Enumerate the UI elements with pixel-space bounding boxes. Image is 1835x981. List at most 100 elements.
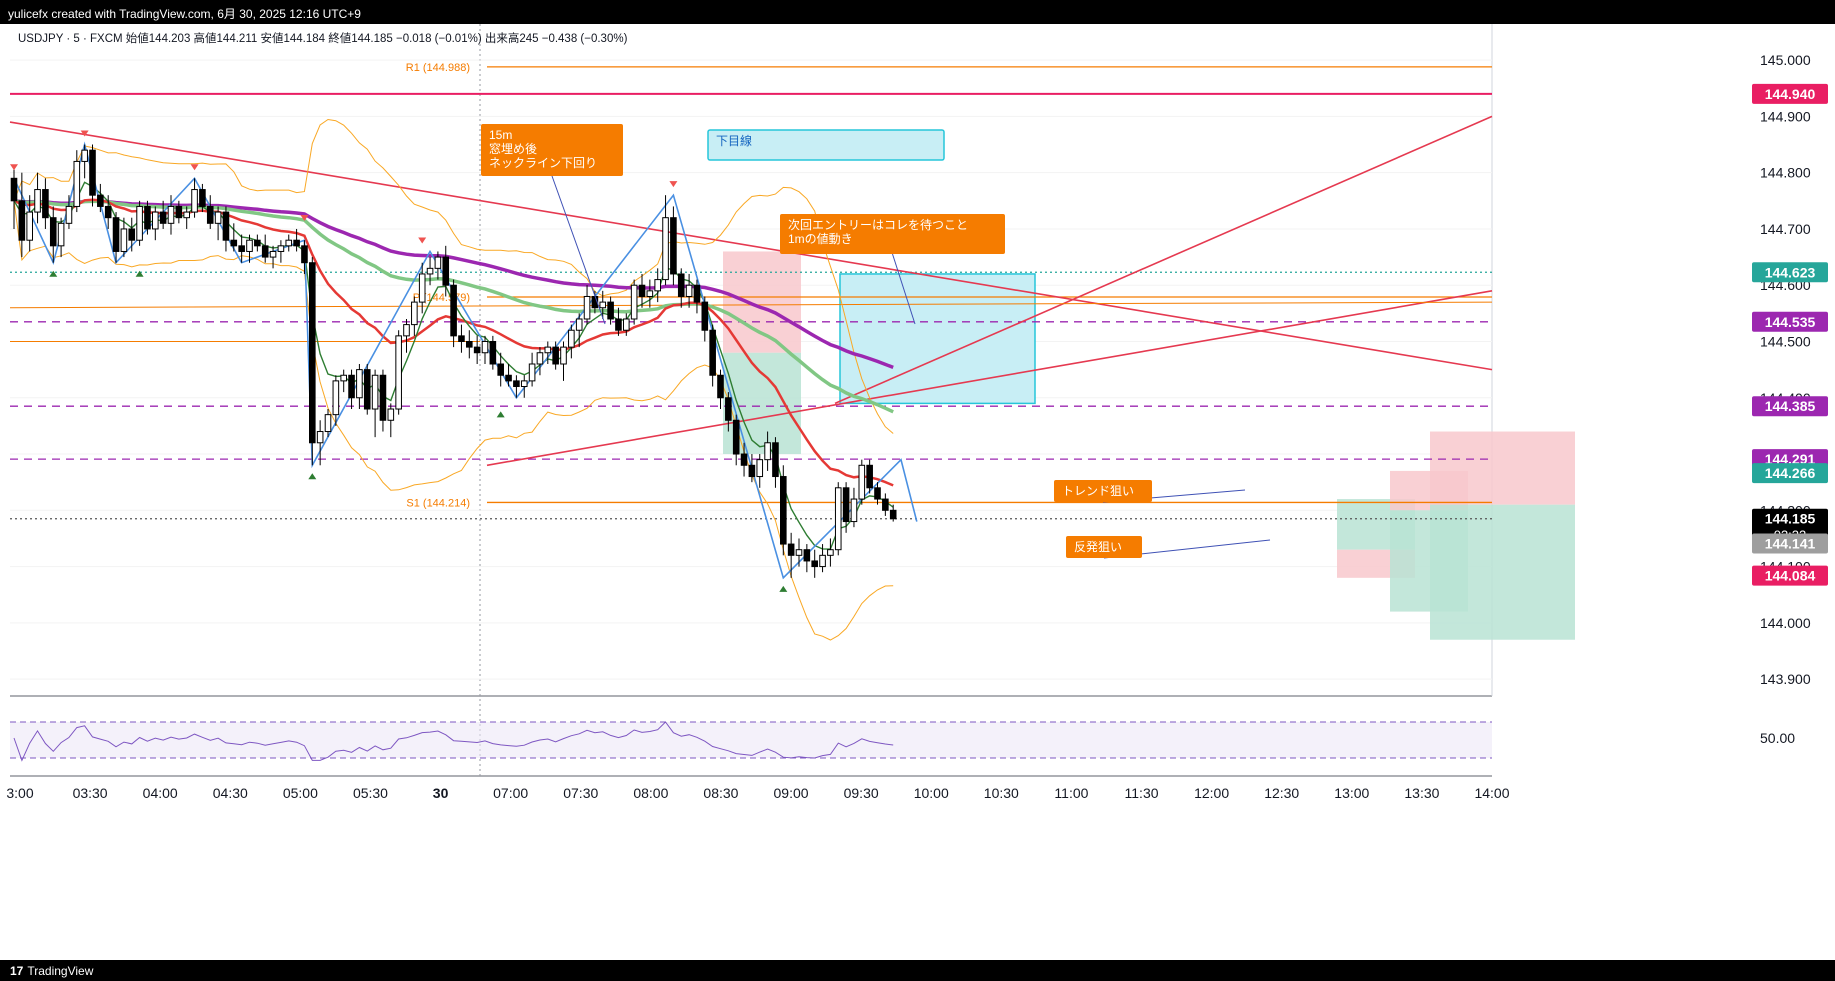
candle-body[interactable]	[795, 549, 803, 556]
candle-body[interactable]	[748, 464, 756, 478]
candle-body[interactable]	[701, 301, 709, 331]
candle-body[interactable]	[458, 335, 465, 342]
candle-body[interactable]	[560, 346, 567, 365]
candle-body[interactable]	[434, 256, 442, 269]
price-tag[interactable]	[1752, 533, 1828, 554]
annotation-box[interactable]	[780, 214, 1005, 254]
candle-body[interactable]	[254, 239, 261, 247]
price-chart[interactable]: R1 (144.988)P (144.579)S1 (144.214) 15m窓…	[0, 24, 1835, 960]
candle-body[interactable]	[348, 374, 355, 399]
candle-body[interactable]	[513, 380, 520, 388]
candle-body[interactable]	[850, 498, 858, 523]
candle-body[interactable]	[772, 442, 779, 478]
candle-body[interactable]	[732, 419, 740, 455]
candle-body[interactable]	[159, 211, 167, 224]
candle-body[interactable]	[65, 205, 73, 224]
candle-body[interactable]	[677, 273, 685, 297]
ema-long-line[interactable]	[13, 199, 894, 370]
candle-body[interactable]	[10, 177, 18, 202]
trend-line[interactable]	[9, 121, 1493, 371]
candle-body[interactable]	[34, 189, 41, 213]
candle-body[interactable]	[615, 318, 622, 331]
candle-body[interactable]	[316, 431, 324, 444]
candle-body[interactable]	[520, 380, 528, 388]
candle-body[interactable]	[685, 284, 693, 297]
price-tag[interactable]	[1752, 311, 1828, 332]
candle-body[interactable]	[505, 374, 512, 382]
price-tag[interactable]	[1752, 565, 1828, 586]
candle-body[interactable]	[528, 363, 536, 382]
candle-body[interactable]	[638, 284, 646, 297]
candle-body[interactable]	[489, 340, 497, 365]
trade-zone[interactable]	[1430, 431, 1575, 505]
candle-body[interactable]	[49, 217, 57, 247]
candle-body[interactable]	[246, 239, 253, 252]
candle-body[interactable]	[552, 346, 559, 365]
candle-body[interactable]	[112, 217, 120, 252]
candle-body[interactable]	[568, 329, 575, 348]
candle-body[interactable]	[450, 284, 457, 337]
candle-body[interactable]	[709, 329, 716, 376]
candle-body[interactable]	[473, 346, 481, 354]
candle-body[interactable]	[418, 273, 426, 303]
candle-body[interactable]	[466, 340, 473, 348]
candle-body[interactable]	[497, 363, 504, 376]
candle-body[interactable]	[787, 543, 795, 556]
annotation-box[interactable]	[1066, 536, 1142, 558]
candle-body[interactable]	[363, 369, 371, 410]
tradingview-logo[interactable]: 17 TradingView	[10, 964, 93, 978]
chart-area[interactable]: R1 (144.988) P (144.579) S1 (144.214) 15m 窓…	[0, 24, 1835, 960]
candle-body[interactable]	[623, 318, 630, 331]
trend-line[interactable]	[834, 115, 1493, 405]
candle-body[interactable]	[191, 189, 198, 213]
candle-body[interactable]	[238, 245, 245, 252]
candle-body[interactable]	[426, 267, 434, 275]
candle-body[interactable]	[827, 549, 834, 556]
trade-zone[interactable]	[723, 251, 801, 353]
candle-body[interactable]	[97, 194, 104, 207]
candle-body[interactable]	[18, 200, 26, 241]
price-tag[interactable]	[1752, 262, 1828, 283]
candle-body[interactable]	[803, 549, 811, 562]
candle-body[interactable]	[780, 476, 787, 545]
candle-body[interactable]	[214, 211, 222, 224]
candle-body[interactable]	[301, 245, 308, 264]
candle-body[interactable]	[544, 346, 552, 354]
candle-body[interactable]	[740, 453, 748, 466]
candle-body[interactable]	[167, 205, 175, 224]
candle-body[interactable]	[183, 211, 190, 219]
candle-body[interactable]	[662, 217, 669, 281]
candle-body[interactable]	[340, 374, 347, 382]
candle-body[interactable]	[646, 290, 654, 297]
candle-body[interactable]	[599, 301, 607, 309]
candle-body[interactable]	[536, 352, 544, 365]
candle-body[interactable]	[324, 414, 332, 433]
candle-body[interactable]	[89, 149, 96, 196]
candle-body[interactable]	[104, 205, 112, 219]
candle-body[interactable]	[26, 211, 33, 241]
candle-body[interactable]	[73, 160, 81, 207]
bollinger-upper[interactable]	[13, 118, 894, 434]
rsi-line[interactable]	[13, 721, 894, 762]
candle-body[interactable]	[858, 464, 866, 500]
candle-body[interactable]	[144, 205, 151, 230]
candle-body[interactable]	[379, 374, 387, 421]
price-tag[interactable]	[1752, 463, 1828, 484]
annotation-box[interactable]	[1054, 480, 1152, 502]
candle-body[interactable]	[630, 284, 638, 320]
candle-body[interactable]	[42, 189, 49, 219]
candle-body[interactable]	[670, 217, 677, 275]
candle-body[interactable]	[717, 374, 724, 399]
candle-body[interactable]	[874, 487, 881, 500]
candle-body[interactable]	[293, 239, 300, 247]
candle-body[interactable]	[882, 498, 889, 511]
price-tag[interactable]	[1752, 396, 1828, 417]
candle-body[interactable]	[607, 301, 614, 320]
candle-body[interactable]	[442, 256, 450, 286]
candle-body[interactable]	[332, 380, 340, 416]
candle-body[interactable]	[866, 464, 873, 489]
candle-body[interactable]	[481, 340, 489, 354]
candle-body[interactable]	[819, 554, 826, 568]
range-box[interactable]	[839, 273, 1036, 405]
candle-body[interactable]	[120, 228, 128, 252]
